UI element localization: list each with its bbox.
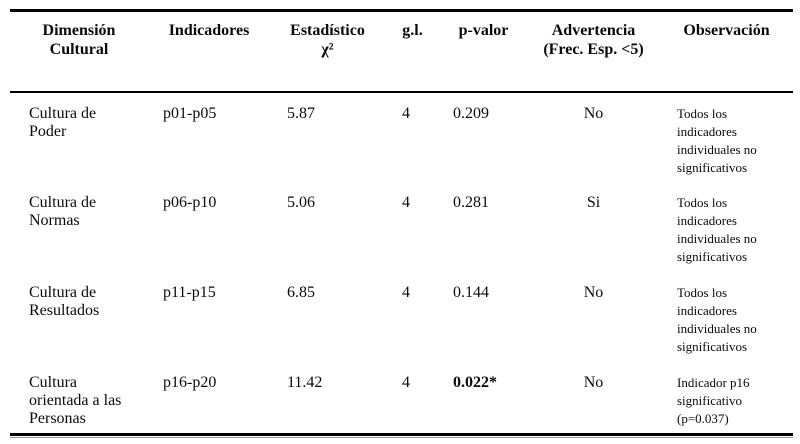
advertencia-cell: Si [586,194,601,211]
gl-cell: 4 [385,362,440,438]
dimension-cell: Cultura de Normas [29,194,97,229]
estadistico-cell: 5.06 [287,194,315,211]
p-valor-cell: 0.209 [453,105,489,122]
indicadores-cell: p01-p05 [163,105,217,122]
dimension-cell: Cultura orientada a las Personas [10,362,148,438]
header-dimension-cultural: Dimensión Cultural [10,10,148,93]
observacion-cell: Todos los indicadores individuales no si… [677,195,757,264]
chi-square-results-table: Dimensión Cultural Indicadores Estadísti… [10,9,793,438]
gl-cell: 4 [402,105,410,122]
indicadores-cell: p11-p15 [163,284,216,301]
table-row: Cultura orientada a las Personas p16-p20… [10,362,793,438]
table-row: Cultura de Resultados p11-p15 6.85 4 0.1… [10,272,793,362]
advertencia-cell: No [527,362,660,438]
observacion-cell: Indicador p16 significativo (p=0.037) [660,362,793,438]
gl-cell: 4 [402,284,410,301]
table-header-row: Dimensión Cultural Indicadores Estadísti… [10,10,793,93]
indicadores-cell: p16-p20 [148,362,270,438]
header-indicadores: Indicadores [148,10,270,93]
header-gl: g.l. [385,10,440,93]
estadistico-cell: 11.42 [270,362,385,438]
estadistico-cell: 6.85 [287,284,315,301]
observacion-cell: Todos los indicadores individuales no si… [677,285,757,354]
header-advertencia: Advertencia (Frec. Esp. <5) [527,10,660,93]
header-p-valor: p-valor [440,10,527,93]
dimension-cell: Cultura de Poder [29,105,97,140]
observacion-cell: Todos los indicadores individuales no si… [677,106,757,175]
p-valor-cell: 0.144 [453,284,489,301]
p-valor-cell: 0.022* [440,362,527,438]
table-row: Cultura de Poder p01-p05 5.87 4 0.209 No… [10,92,793,182]
gl-cell: 4 [402,194,410,211]
header-observacion: Observación [660,10,793,93]
table-bottom-rule [10,433,793,436]
advertencia-cell: No [583,105,604,122]
p-valor-cell: 0.281 [453,194,489,211]
dimension-cell: Cultura de Resultados [29,284,100,319]
advertencia-cell: No [583,284,604,301]
indicadores-cell: p06-p10 [163,194,217,211]
header-estadistico-chi2: Estadístico χ² [270,10,385,93]
table-row: Cultura de Normas p06-p10 5.06 4 0.281 S… [10,182,793,272]
estadistico-cell: 5.87 [287,105,315,122]
